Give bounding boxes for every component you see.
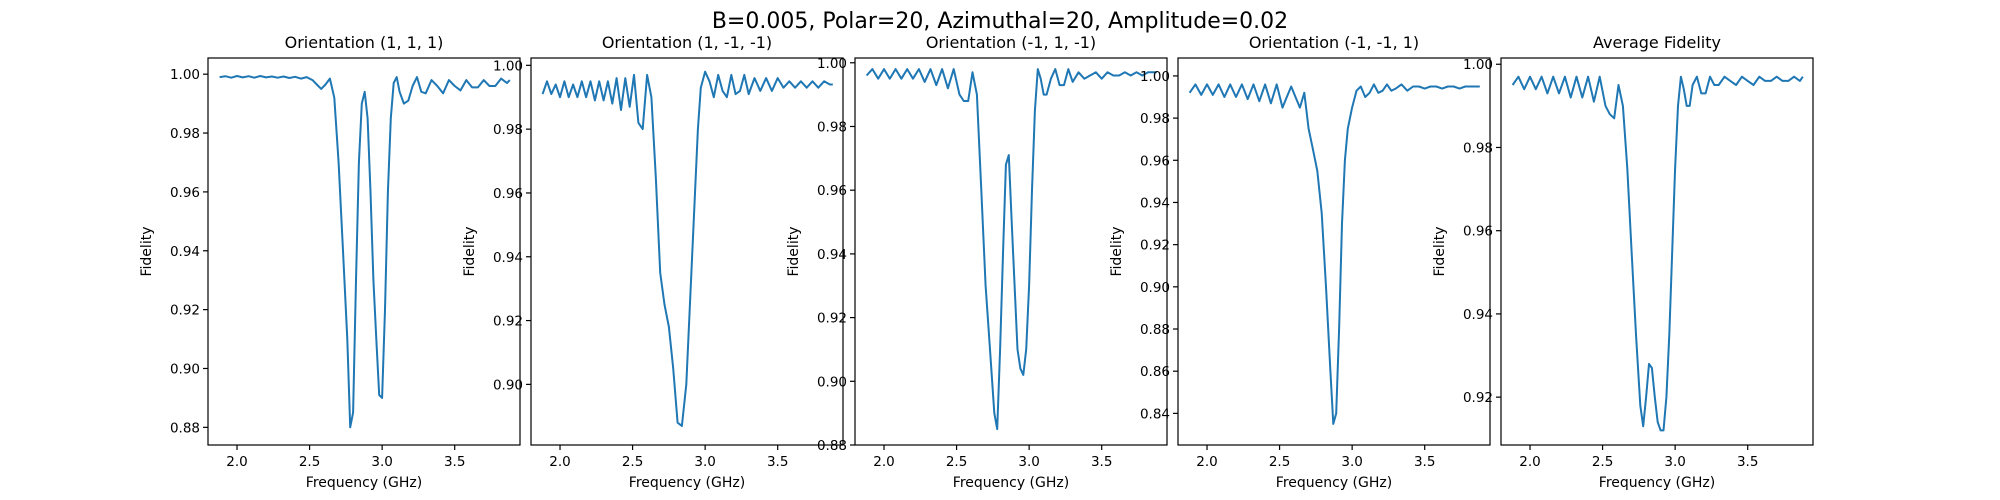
- y-axis-label: Fidelity: [1432, 227, 1448, 277]
- y-tick-label: 0.86: [1140, 364, 1170, 380]
- fidelity-line-4: [1188, 83, 1480, 425]
- x-tick-label: 3.5: [1091, 454, 1112, 470]
- y-tick-label: 0.94: [817, 247, 847, 263]
- x-tick-label: 2.5: [299, 454, 320, 470]
- x-axis-label: Frequency (GHz): [306, 475, 422, 491]
- x-tick-label: 3.0: [1664, 454, 1685, 470]
- x-tick-label: 2.0: [549, 454, 570, 470]
- subplot-2: 2.0 2.5 3.0 3.5 0.90 0.92 0.94 0.96 0.98 1.00 Orie…: [462, 33, 844, 491]
- y-axis-label: Fidelity: [786, 227, 802, 277]
- x-axis-label: Frequency (GHz): [953, 475, 1069, 491]
- subplot-title: Orientation (-1, -1, 1): [1249, 33, 1419, 52]
- y-tick-label: 0.96: [1140, 153, 1170, 169]
- y-tick-label: 0.96: [170, 185, 200, 201]
- x-tick-label: 3.5: [767, 454, 788, 470]
- x-tick-label: 2.5: [1269, 454, 1290, 470]
- y-tick-label: 0.90: [1140, 280, 1170, 296]
- subplot-4: 2.0 2.5 3.0 3.5 0.84 0.86 0.88 0.90 0.92 0.94 0.96…: [1109, 33, 1491, 491]
- y-tick-label: 0.96: [1463, 224, 1493, 240]
- y-tick-label: 0.92: [1140, 238, 1170, 254]
- y-tick-label: 0.92: [170, 303, 200, 319]
- x-tick-label: 2.0: [226, 454, 247, 470]
- x-tick-label: 2.5: [946, 454, 967, 470]
- subplot-title: Orientation (-1, 1, -1): [926, 33, 1096, 52]
- y-tick-label: 0.90: [817, 374, 847, 390]
- y-tick-label: 0.94: [493, 250, 523, 266]
- figure-title: B=0.005, Polar=20, Azimuthal=20, Amplitu…: [712, 9, 1288, 34]
- y-tick-label: 1.00: [493, 58, 523, 74]
- y-tick-label: 1.00: [1463, 57, 1493, 73]
- axes-frame: [207, 57, 521, 446]
- y-tick-label: 0.90: [170, 361, 200, 377]
- subplot-title: Orientation (1, -1, -1): [602, 33, 772, 52]
- x-axis-label: Frequency (GHz): [1599, 475, 1715, 491]
- subplot-title: Average Fidelity: [1593, 33, 1721, 52]
- x-tick-label: 3.0: [371, 454, 392, 470]
- subplot-1: 2.0 2.5 3.0 3.5 0.88 0.90 0.92 0.94 0.96 0.98 1.00…: [139, 33, 521, 491]
- y-tick-label: 0.98: [817, 119, 847, 135]
- y-tick-label: 0.88: [170, 420, 200, 436]
- y-tick-label: 0.98: [493, 122, 523, 138]
- y-tick-label: 0.92: [817, 311, 847, 327]
- x-tick-label: 2.5: [622, 454, 643, 470]
- fidelity-line-1: [219, 75, 511, 429]
- x-tick-label: 3.5: [1414, 454, 1435, 470]
- x-axis-label: Frequency (GHz): [629, 475, 745, 491]
- fidelity-line-5: [1511, 75, 1804, 432]
- y-tick-label: 0.88: [1140, 322, 1170, 338]
- x-tick-label: 3.5: [444, 454, 465, 470]
- y-tick-label: 0.96: [817, 183, 847, 199]
- x-tick-label: 2.5: [1592, 454, 1613, 470]
- y-tick-label: 0.94: [170, 244, 200, 260]
- y-tick-label: 0.98: [1140, 111, 1170, 127]
- y-tick-label: 1.00: [817, 56, 847, 72]
- axes-frame: [1500, 57, 1814, 446]
- y-tick-label: 0.92: [1463, 390, 1493, 406]
- y-tick-label: 0.94: [1140, 195, 1170, 211]
- y-tick-label: 0.84: [1140, 406, 1170, 422]
- y-tick-label: 0.96: [493, 186, 523, 202]
- y-tick-label: 0.94: [1463, 307, 1493, 323]
- fidelity-line-2: [541, 70, 833, 427]
- axes-frame: [854, 57, 1168, 446]
- subplot-5: 2.0 2.5 3.0 3.5 0.92 0.94 0.96 0.98 1.00 Average …: [1432, 33, 1814, 491]
- y-axis-label: Fidelity: [1109, 227, 1125, 277]
- x-tick-label: 3.0: [1341, 454, 1362, 470]
- axes-frame: [530, 57, 844, 446]
- x-axis-label: Frequency (GHz): [1276, 475, 1392, 491]
- y-tick-label: 0.92: [493, 314, 523, 330]
- y-tick-label: 0.90: [493, 377, 523, 393]
- y-tick-label: 0.98: [1463, 140, 1493, 156]
- fidelity-line-3: [865, 68, 1157, 431]
- y-axis-label: Fidelity: [462, 227, 478, 277]
- x-tick-label: 2.0: [1196, 454, 1217, 470]
- y-axis-label: Fidelity: [139, 227, 155, 277]
- x-tick-label: 3.5: [1737, 454, 1758, 470]
- y-tick-label: 0.98: [170, 126, 200, 142]
- subplots: 2.0 2.5 3.0 3.5 0.88 0.90 0.92 0.94 0.96 0.98 1.00…: [139, 33, 1814, 491]
- x-tick-label: 3.0: [1018, 454, 1039, 470]
- subplot-title: Orientation (1, 1, 1): [285, 33, 444, 52]
- x-tick-label: 2.0: [873, 454, 894, 470]
- y-tick-label: 1.00: [1140, 69, 1170, 85]
- y-tick-label: 1.00: [170, 67, 200, 83]
- x-tick-label: 3.0: [694, 454, 715, 470]
- y-tick-label: 0.88: [817, 438, 847, 454]
- x-tick-label: 2.0: [1519, 454, 1540, 470]
- subplot-3: 2.0 2.5 3.0 3.5 0.88 0.90 0.92 0.94 0.96 0.98 1.00…: [786, 33, 1168, 491]
- axes-frame: [1177, 57, 1491, 446]
